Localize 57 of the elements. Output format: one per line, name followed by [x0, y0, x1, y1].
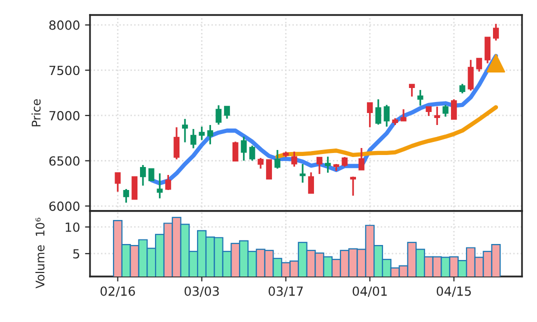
candlestick	[476, 57, 482, 72]
line-series	[275, 105, 498, 159]
candlestick	[375, 98, 382, 126]
x-tick-label: 04/01	[352, 286, 387, 297]
candlestick	[148, 168, 154, 182]
candlestick	[450, 98, 457, 120]
x-tick-label: 02/16	[100, 286, 135, 297]
candlestick	[342, 156, 348, 168]
candlestick	[224, 105, 230, 120]
candlestick	[350, 176, 356, 197]
x-tick-label: 03/17	[268, 286, 303, 297]
candlestick	[459, 83, 466, 94]
candlestick	[493, 23, 499, 42]
candlestick	[426, 106, 432, 117]
candlestick	[484, 36, 490, 64]
x-tick-label: 04/15	[436, 286, 471, 297]
y-axis-title: Volume 10⁶	[35, 218, 45, 288]
candlestick	[324, 156, 331, 174]
candlestick	[240, 136, 247, 162]
candlestick	[316, 156, 322, 175]
y-tick-label: 6000	[49, 201, 80, 211]
x-tick-label: 03/03	[184, 286, 219, 297]
candlestick	[249, 144, 256, 162]
y-axis-title: Price	[31, 99, 41, 126]
y-tick-label: 6500	[49, 156, 80, 166]
candlestick	[434, 106, 440, 126]
candlestick	[384, 104, 390, 128]
y-tick-label: 5	[73, 249, 80, 259]
candlestick	[140, 164, 146, 186]
candlestick	[190, 128, 196, 150]
candlestick	[207, 124, 214, 146]
candlestick	[165, 174, 172, 191]
y-tick-label: 7000	[49, 110, 80, 120]
candlestick	[468, 59, 474, 92]
candlestick	[366, 102, 373, 128]
candlestick	[114, 172, 121, 193]
candlestick	[417, 89, 424, 106]
candlestick	[258, 157, 264, 170]
candlestick	[408, 83, 415, 98]
candlestick	[358, 147, 364, 171]
candlestick	[266, 159, 272, 180]
candlestick	[274, 149, 280, 170]
candlestick	[308, 172, 314, 194]
candlestick	[156, 172, 163, 200]
candlestick	[400, 108, 406, 122]
candlestick	[132, 176, 138, 200]
y-tick-label: 8000	[49, 20, 80, 30]
candlestick	[232, 140, 238, 162]
candlestick	[300, 163, 306, 184]
candlestick	[442, 104, 448, 118]
candlestick	[174, 126, 180, 160]
candlestick	[182, 118, 188, 144]
y-tick-label: 7500	[49, 66, 80, 76]
candlestick	[216, 104, 222, 126]
y-tick-label: 10	[66, 222, 80, 232]
candlestick	[291, 150, 298, 168]
candlestick	[123, 188, 130, 204]
